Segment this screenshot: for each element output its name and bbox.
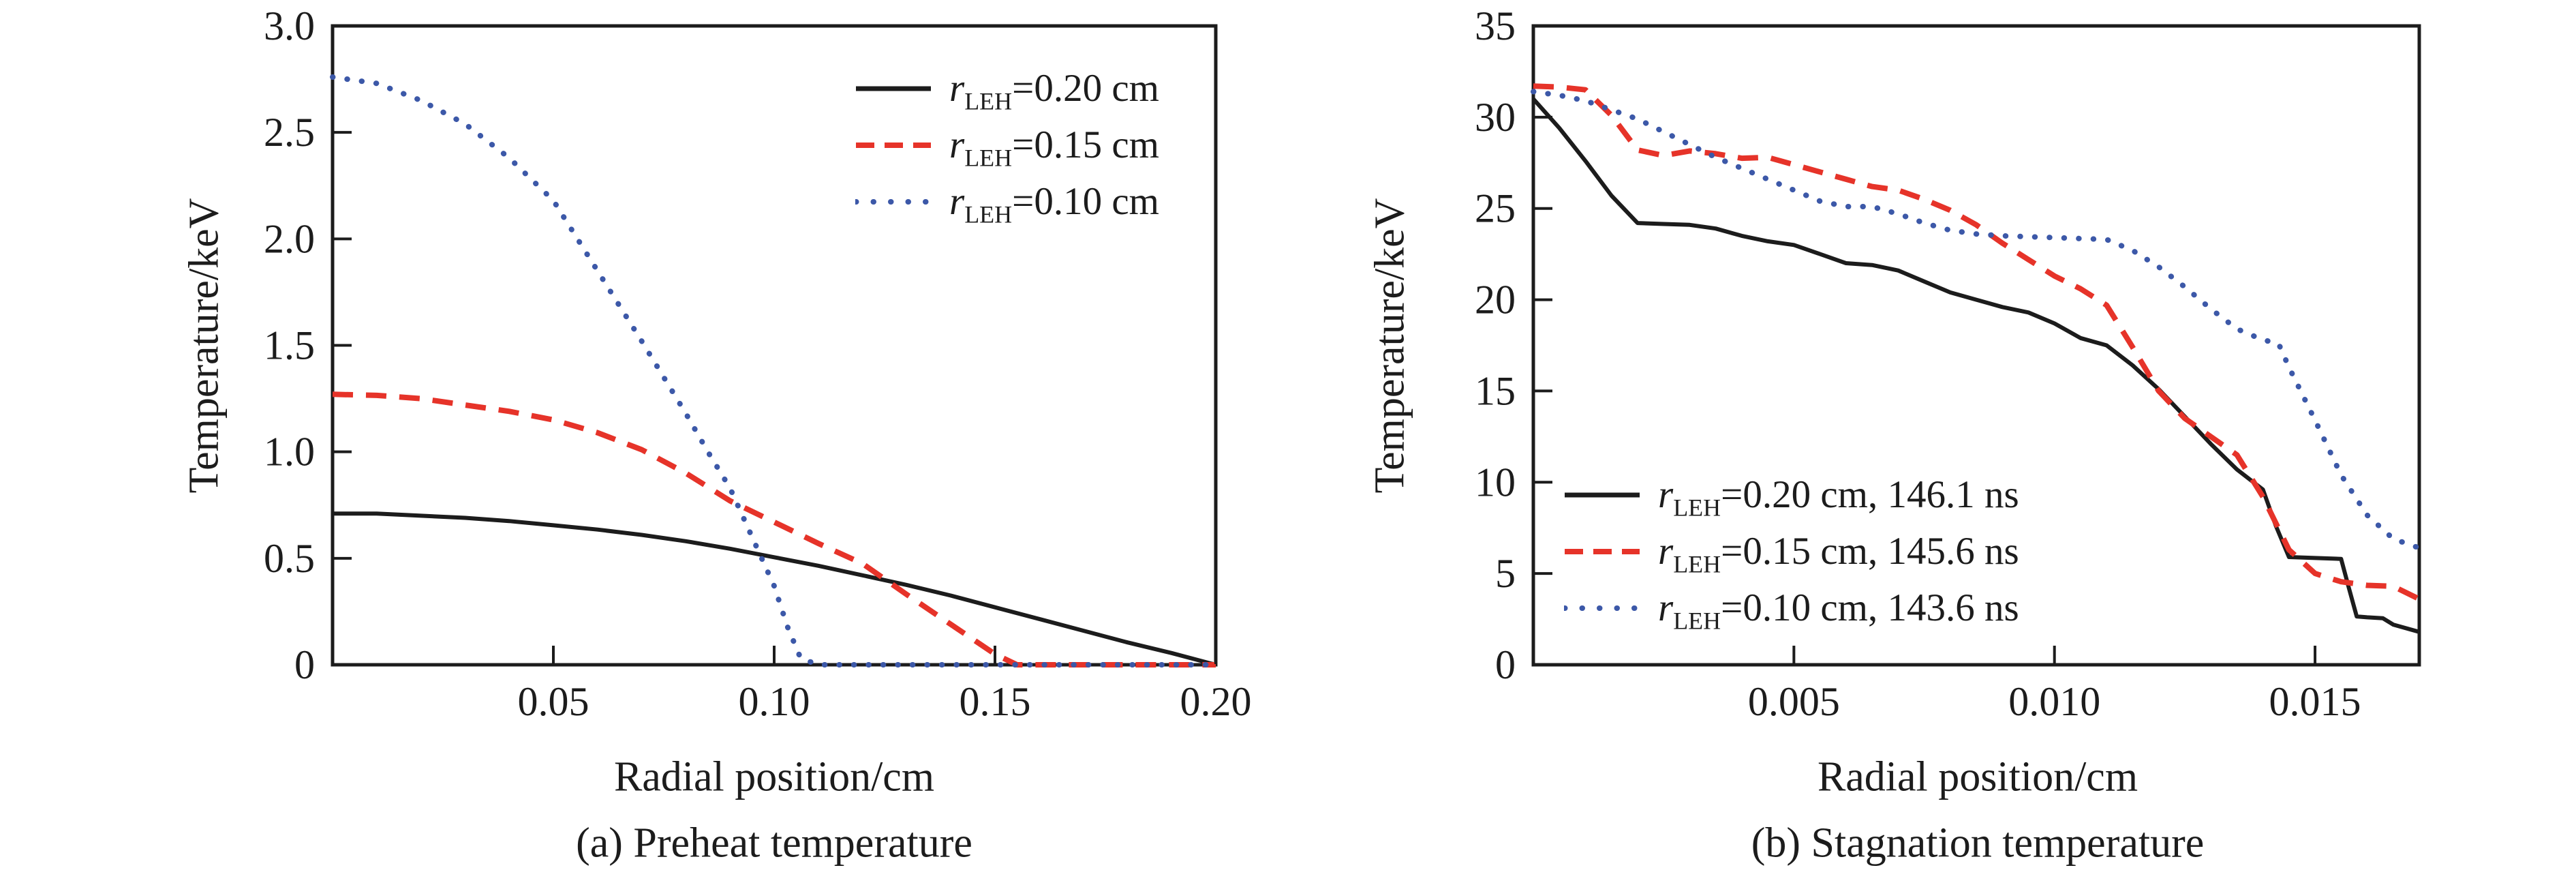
series-line-solid bbox=[333, 511, 1216, 667]
y-tick-label: 10 bbox=[1475, 460, 1516, 505]
legend-sub: LEH bbox=[1673, 494, 1721, 522]
legend-item: rLEH=0.20 cm, 146.1 ns bbox=[1564, 466, 2019, 523]
chart-stagnation-temperature: 0.005 0.010 0.015 0 5 10 15 20 25 30 35 Temperatur… bbox=[1288, 0, 2576, 870]
y-tick-label: 2.5 bbox=[264, 110, 315, 155]
legend-var: r bbox=[949, 123, 965, 166]
y-tick-label: 25 bbox=[1475, 186, 1516, 231]
plot-frame bbox=[1531, 24, 2421, 667]
legend-label: rLEH=0.15 cm bbox=[949, 123, 1159, 170]
y-tick-label: 1.0 bbox=[264, 430, 315, 475]
legend-label: rLEH=0.10 cm bbox=[949, 179, 1159, 226]
legend-var: r bbox=[1658, 530, 1674, 573]
legend-line-sample bbox=[1565, 492, 1640, 497]
y-tick-label: 20 bbox=[1475, 278, 1516, 322]
legend-sub: LEH bbox=[1673, 550, 1721, 578]
x-tick-label: 0.20 bbox=[1180, 679, 1252, 724]
stagnation-plot-svg: 0.005 0.010 0.015 0 5 10 15 20 25 30 35 bbox=[1475, 3, 2422, 724]
legend-line-sample bbox=[856, 142, 931, 148]
legend-sub: LEH bbox=[964, 200, 1013, 228]
chart-preheat-temperature: 0.05 0.10 0.15 0.20 0 0.5 1.0 1.5 2.0 2.5 3.0 Temp… bbox=[181, 3, 1252, 867]
legend-label: rLEH=0.20 cm, 146.1 ns bbox=[1658, 472, 2019, 520]
legend-sub: LEH bbox=[1673, 607, 1721, 635]
legend-line-sample bbox=[1564, 605, 1640, 611]
series-line-dashed bbox=[332, 391, 1216, 668]
legend-value: =0.20 cm bbox=[1012, 67, 1159, 110]
y-tick-label: 30 bbox=[1475, 95, 1516, 140]
chart-b-caption: (b) Stagnation temperature bbox=[1751, 820, 2205, 867]
legend-item: rLEH=0.10 cm, 143.6 ns bbox=[1564, 580, 2019, 636]
solid-line-sample-icon bbox=[855, 82, 932, 95]
legend-label: rLEH=0.15 cm, 145.6 ns bbox=[1658, 529, 2019, 576]
legend-item: rLEH=0.20 cm bbox=[855, 60, 1159, 117]
legend-value: =0.15 cm, 145.6 ns bbox=[1721, 530, 2019, 573]
legend-line-sample bbox=[855, 198, 932, 205]
y-tick-label: 2.0 bbox=[264, 216, 315, 261]
legend-value: =0.15 cm bbox=[1012, 123, 1159, 166]
plot-frame bbox=[331, 24, 1218, 667]
legend-sub: LEH bbox=[964, 87, 1013, 115]
series-line-solid bbox=[1531, 97, 2420, 634]
y-tick-label: 35 bbox=[1475, 3, 1516, 48]
chart-b-x-axis-label: Radial position/cm bbox=[1817, 753, 2138, 800]
legend-item: rLEH=0.15 cm, 145.6 ns bbox=[1564, 523, 2019, 580]
legend-label: rLEH=0.20 cm bbox=[949, 66, 1159, 113]
legend-var: r bbox=[949, 180, 965, 223]
x-tick-label: 0.015 bbox=[2269, 679, 2361, 724]
y-tick-label: 5 bbox=[1495, 551, 1516, 596]
x-tick-label: 0.005 bbox=[1748, 679, 1840, 724]
chart-b-legend: rLEH=0.20 cm, 146.1 ns rLEH=0.15 cm, 145… bbox=[1564, 466, 2019, 636]
y-tick-label: 1.5 bbox=[264, 323, 315, 368]
chart-b-y-axis-label: Temperature/keV bbox=[1366, 198, 1413, 494]
legend-var: r bbox=[949, 67, 965, 110]
chart-a-caption: (a) Preheat temperature bbox=[576, 820, 972, 867]
solid-line-sample-icon bbox=[1564, 489, 1640, 501]
legend-value: =0.10 cm bbox=[1012, 180, 1159, 223]
y-tick-label: 0 bbox=[294, 642, 315, 687]
y-tick-label: 0 bbox=[1495, 642, 1516, 687]
preheat-plot-svg: 0.05 0.10 0.15 0.20 0 0.5 1.0 1.5 2.0 2.5 3.0 bbox=[264, 3, 1252, 724]
dashed-line-sample-icon bbox=[855, 139, 932, 151]
legend-label: rLEH=0.10 cm, 143.6 ns bbox=[1658, 586, 2019, 633]
dashed-line-sample-icon bbox=[1564, 545, 1640, 558]
x-tick-label: 0.05 bbox=[518, 679, 589, 724]
series-line-dotted bbox=[1531, 89, 2422, 551]
legend-line-sample bbox=[856, 86, 931, 91]
legend-sub: LEH bbox=[964, 144, 1013, 172]
legend-value: =0.20 cm, 146.1 ns bbox=[1721, 473, 2019, 516]
legend-item: rLEH=0.10 cm bbox=[855, 173, 1159, 230]
legend-value: =0.10 cm, 143.6 ns bbox=[1721, 586, 2019, 629]
legend-line-sample bbox=[1565, 548, 1640, 554]
chart-a-y-axis-label: Temperature/keV bbox=[181, 198, 228, 494]
x-tick-label: 0.10 bbox=[739, 679, 810, 724]
x-tick-label: 0.010 bbox=[2008, 679, 2100, 724]
dotted-line-sample-icon bbox=[1564, 602, 1640, 614]
legend-item: rLEH=0.15 cm bbox=[855, 117, 1159, 173]
y-tick-label: 15 bbox=[1475, 368, 1516, 413]
legend-var: r bbox=[1658, 586, 1674, 629]
y-tick-label: 0.5 bbox=[264, 536, 315, 581]
y-tick-label: 3.0 bbox=[264, 3, 315, 48]
x-tick-label: 0.15 bbox=[960, 679, 1031, 724]
series-line-dashed bbox=[1533, 83, 2421, 602]
legend-var: r bbox=[1658, 473, 1674, 516]
chart-a-legend: rLEH=0.20 cm rLEH=0.15 cm rLEH=0.10 cm bbox=[855, 60, 1159, 230]
dotted-line-sample-icon bbox=[855, 196, 932, 208]
chart-a-x-axis-label: Radial position/cm bbox=[613, 753, 935, 800]
